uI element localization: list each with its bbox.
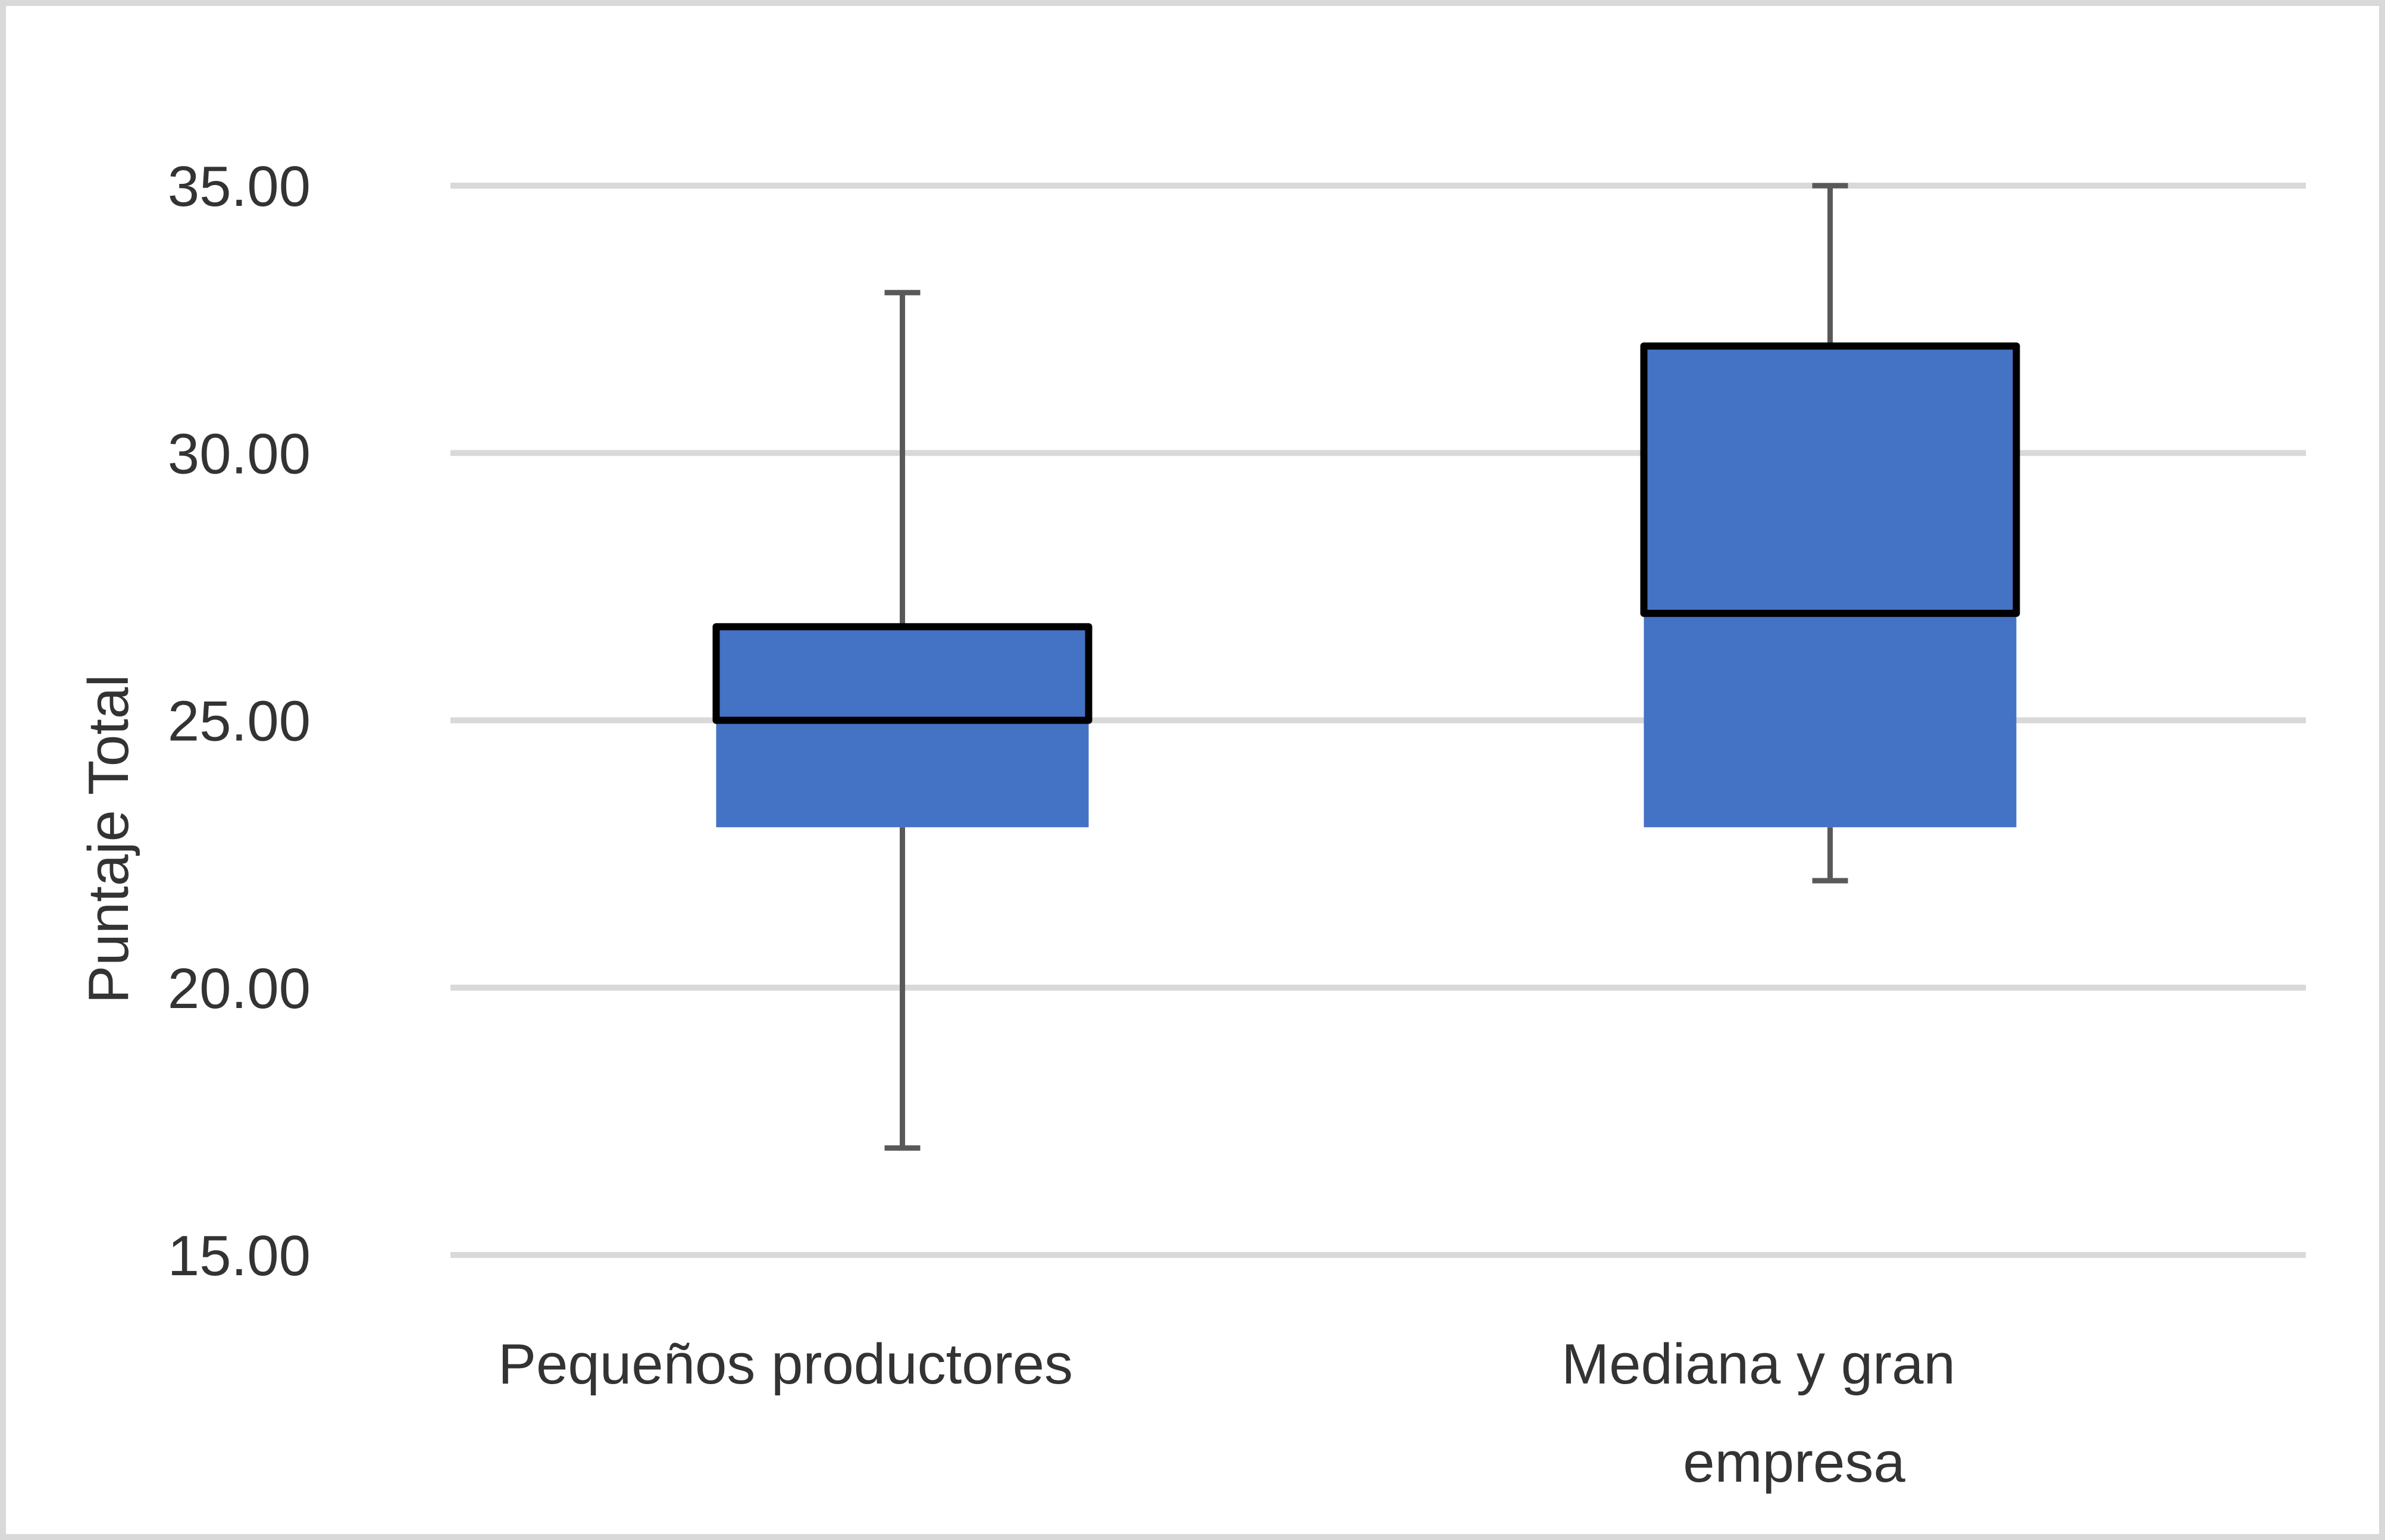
y-axis-title: Puntaje Total (77, 674, 140, 1003)
y-tick-label: 25.00 (168, 690, 311, 753)
y-tick-label: 30.00 (168, 422, 311, 486)
x-category-label: Mediana y gran empresa (1561, 1332, 1955, 1494)
box-2 (1640, 183, 2020, 884)
y-tick-label: 35.00 (168, 155, 311, 218)
upper-box-outline (1640, 342, 2020, 617)
y-tick-label: 20.00 (168, 957, 311, 1021)
lower-box-q1-median (716, 720, 1089, 828)
y-tick-label: 15.00 (168, 1224, 311, 1288)
x-axis-category-labels: Pequeños productores Mediana y gran empres… (498, 1332, 1955, 1494)
x-category-label: Pequeños productores (498, 1332, 1073, 1396)
upper-box-outline (712, 623, 1093, 724)
upper-box-median-q3 (716, 627, 1089, 721)
y-axis-tick-labels: 15.00 20.00 25.00 30.00 35.00 (168, 155, 311, 1288)
box-1 (712, 290, 1093, 1151)
lower-box-q1-median (1644, 613, 2017, 828)
box-series (712, 183, 2020, 1151)
upper-box-median-q3 (1644, 346, 2017, 614)
